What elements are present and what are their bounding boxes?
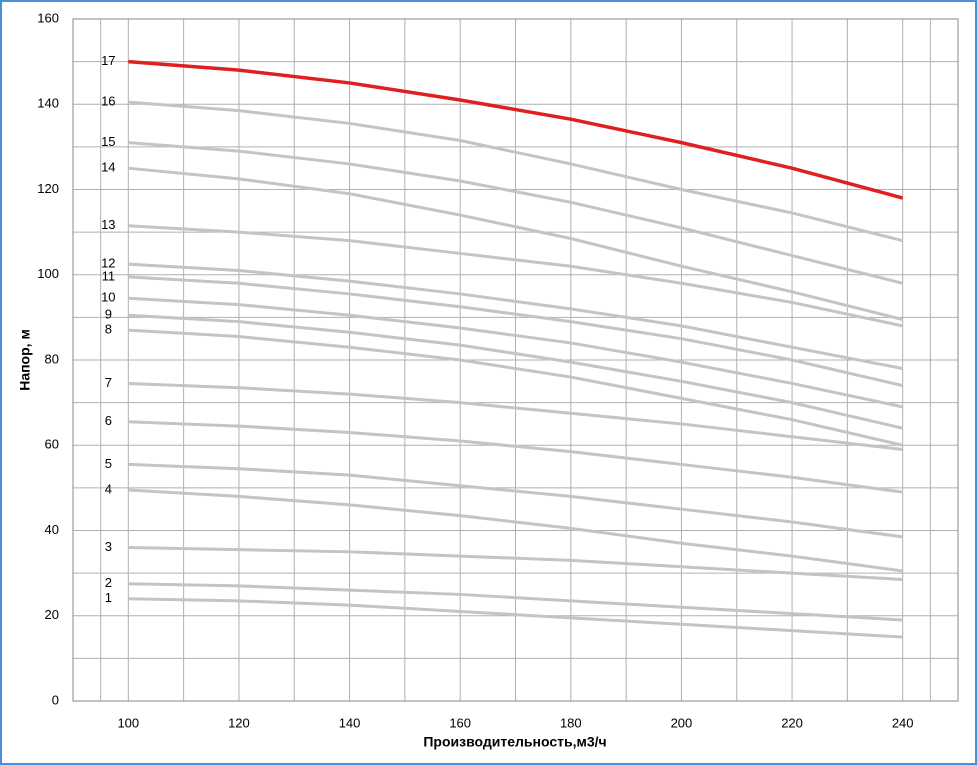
- series-line: [128, 296, 903, 409]
- series-line: [128, 224, 903, 328]
- series-label: 11: [102, 268, 116, 283]
- series-line: [128, 597, 903, 639]
- y-tick-label: 40: [45, 522, 59, 537]
- series-label: 7: [105, 375, 112, 390]
- x-axis-label: Производительность,м3/ч: [423, 734, 606, 750]
- series-line: [128, 328, 904, 447]
- x-tick-label: 240: [892, 715, 914, 730]
- y-tick-label: 120: [37, 181, 59, 196]
- plot-border: [72, 18, 959, 702]
- x-tick-label: 160: [449, 715, 471, 730]
- series-line: [128, 141, 904, 285]
- series-label: 14: [101, 160, 115, 175]
- series-line: [128, 262, 903, 370]
- series-line: [128, 275, 904, 388]
- series-label: 9: [105, 307, 112, 322]
- y-tick-label: 80: [45, 351, 59, 366]
- series-line: [128, 100, 904, 243]
- series-label: 12: [101, 256, 115, 271]
- x-tick-label: 140: [339, 715, 361, 730]
- series-label: 5: [105, 456, 112, 471]
- series-line: [128, 59, 904, 200]
- series-label: 1: [105, 590, 112, 605]
- y-tick-label: 0: [52, 692, 59, 707]
- y-tick-label: 100: [37, 266, 59, 281]
- series-label: 16: [101, 94, 115, 109]
- series-line: [128, 546, 903, 582]
- series-label: 2: [105, 575, 112, 590]
- series-line: [128, 381, 903, 452]
- x-tick-label: 120: [228, 715, 250, 730]
- series-line: [128, 313, 904, 430]
- series-label: 17: [101, 53, 115, 68]
- series-line: [128, 166, 904, 321]
- series-line: [128, 582, 903, 622]
- series-label: 10: [101, 290, 115, 305]
- series-line: [128, 462, 903, 539]
- y-tick-label: 60: [45, 437, 59, 452]
- y-tick-label: 160: [37, 10, 59, 25]
- series-line: [128, 488, 903, 573]
- series-label: 15: [101, 134, 115, 149]
- series-label: 8: [105, 322, 112, 337]
- x-tick-label: 100: [117, 715, 139, 730]
- x-tick-label: 220: [781, 715, 803, 730]
- series-label: 13: [101, 217, 115, 232]
- y-tick-label: 20: [45, 607, 59, 622]
- x-tick-label: 200: [671, 715, 693, 730]
- x-tick-label: 180: [560, 715, 582, 730]
- y-tick-label: 140: [37, 96, 59, 111]
- series-label: 3: [105, 539, 112, 554]
- series-label: 4: [105, 481, 112, 496]
- y-axis-label: Напор, м: [17, 329, 33, 391]
- series-label: 6: [105, 413, 112, 428]
- series-line: [128, 420, 903, 494]
